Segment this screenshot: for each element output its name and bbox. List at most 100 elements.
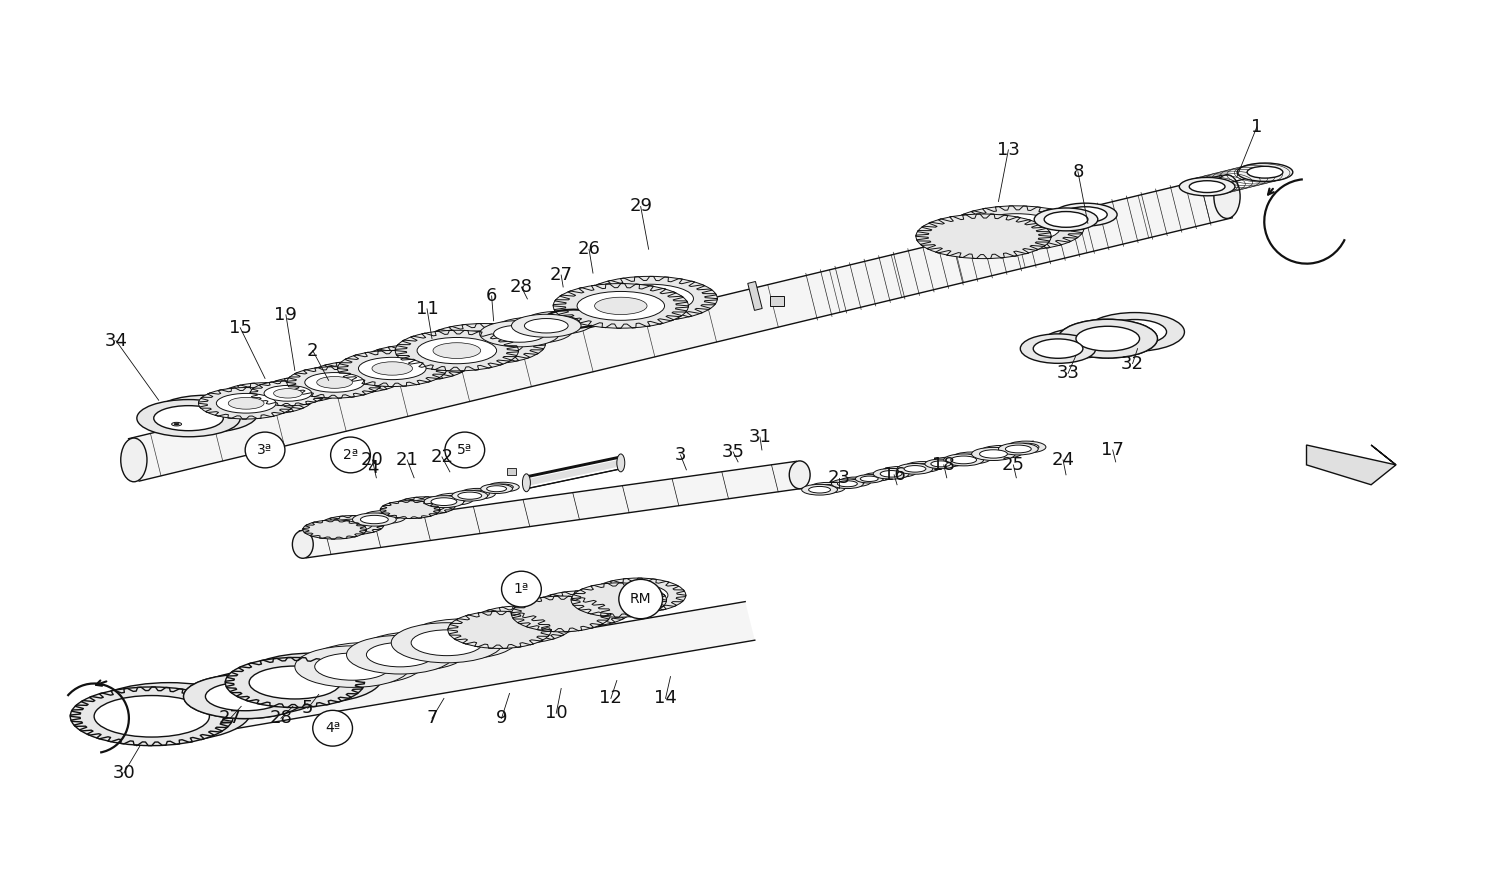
Ellipse shape xyxy=(880,470,902,477)
Polygon shape xyxy=(198,383,314,419)
Ellipse shape xyxy=(948,206,1084,250)
Ellipse shape xyxy=(494,484,513,490)
Bar xyxy=(507,468,516,475)
Text: 29: 29 xyxy=(628,198,652,216)
Ellipse shape xyxy=(480,484,513,494)
Ellipse shape xyxy=(206,683,285,711)
Ellipse shape xyxy=(312,710,352,746)
Ellipse shape xyxy=(217,383,314,414)
Text: 27: 27 xyxy=(549,266,573,284)
Polygon shape xyxy=(381,497,456,519)
Bar xyxy=(747,282,762,310)
Ellipse shape xyxy=(480,321,560,347)
Ellipse shape xyxy=(524,311,592,334)
Ellipse shape xyxy=(916,214,1052,258)
Ellipse shape xyxy=(380,639,447,664)
Text: 14: 14 xyxy=(654,690,676,707)
Ellipse shape xyxy=(1246,167,1282,178)
Polygon shape xyxy=(286,362,404,398)
Ellipse shape xyxy=(868,474,886,479)
Ellipse shape xyxy=(470,606,573,643)
Ellipse shape xyxy=(862,473,891,481)
Ellipse shape xyxy=(424,495,464,508)
Ellipse shape xyxy=(1102,320,1167,344)
Ellipse shape xyxy=(578,291,664,320)
Text: 22: 22 xyxy=(430,448,453,466)
Ellipse shape xyxy=(360,632,468,671)
Ellipse shape xyxy=(532,591,632,626)
Text: 12: 12 xyxy=(600,690,622,707)
Text: 1: 1 xyxy=(1251,118,1263,136)
Text: 7: 7 xyxy=(426,709,438,727)
Ellipse shape xyxy=(603,594,634,606)
Ellipse shape xyxy=(452,490,488,501)
Ellipse shape xyxy=(609,584,668,606)
Ellipse shape xyxy=(1041,329,1118,358)
Ellipse shape xyxy=(200,670,322,715)
Ellipse shape xyxy=(216,394,276,413)
Ellipse shape xyxy=(1034,208,1098,231)
Ellipse shape xyxy=(220,678,300,707)
Ellipse shape xyxy=(951,456,976,464)
Ellipse shape xyxy=(243,653,382,703)
Ellipse shape xyxy=(94,696,210,737)
Ellipse shape xyxy=(1084,313,1185,351)
Ellipse shape xyxy=(320,516,384,535)
Text: 23: 23 xyxy=(828,469,850,486)
Ellipse shape xyxy=(861,476,877,481)
Ellipse shape xyxy=(1053,203,1118,226)
Ellipse shape xyxy=(616,454,626,472)
Text: 2ª: 2ª xyxy=(344,448,358,462)
Ellipse shape xyxy=(1054,333,1104,353)
Ellipse shape xyxy=(198,388,294,419)
Ellipse shape xyxy=(844,478,865,485)
Text: 30: 30 xyxy=(112,764,135,782)
Text: 13: 13 xyxy=(998,141,1020,159)
Ellipse shape xyxy=(346,635,454,674)
Ellipse shape xyxy=(525,319,568,333)
Ellipse shape xyxy=(1214,175,1240,218)
Polygon shape xyxy=(394,323,546,371)
Ellipse shape xyxy=(370,513,398,521)
Text: 34: 34 xyxy=(105,331,128,349)
Polygon shape xyxy=(572,578,686,617)
Ellipse shape xyxy=(236,388,296,408)
Polygon shape xyxy=(128,601,754,746)
Ellipse shape xyxy=(448,611,550,649)
Text: 15: 15 xyxy=(230,319,252,337)
Ellipse shape xyxy=(999,443,1038,455)
Ellipse shape xyxy=(816,485,839,491)
Ellipse shape xyxy=(940,222,1028,250)
Ellipse shape xyxy=(837,481,858,486)
Ellipse shape xyxy=(980,446,1023,459)
Ellipse shape xyxy=(980,450,1008,458)
Text: 5: 5 xyxy=(302,699,313,717)
Text: 20: 20 xyxy=(362,451,384,469)
Ellipse shape xyxy=(536,315,579,330)
Text: 32: 32 xyxy=(1120,355,1144,372)
Text: 35: 35 xyxy=(722,443,744,461)
Ellipse shape xyxy=(174,423,178,425)
Ellipse shape xyxy=(855,475,883,483)
Ellipse shape xyxy=(360,515,388,524)
Ellipse shape xyxy=(458,492,482,499)
Polygon shape xyxy=(129,176,1233,481)
Text: 3: 3 xyxy=(675,446,686,464)
Ellipse shape xyxy=(225,658,364,707)
Ellipse shape xyxy=(244,432,285,468)
Ellipse shape xyxy=(330,437,370,473)
Ellipse shape xyxy=(273,388,302,398)
Ellipse shape xyxy=(392,623,502,663)
Ellipse shape xyxy=(362,511,407,524)
Text: 27: 27 xyxy=(219,709,242,727)
Polygon shape xyxy=(1306,445,1396,485)
Ellipse shape xyxy=(1058,319,1158,358)
Ellipse shape xyxy=(267,662,358,695)
Ellipse shape xyxy=(183,674,308,719)
Ellipse shape xyxy=(606,284,693,313)
Ellipse shape xyxy=(1007,441,1046,453)
Ellipse shape xyxy=(430,498,457,505)
Text: 24: 24 xyxy=(1052,451,1074,469)
Ellipse shape xyxy=(512,596,610,632)
Ellipse shape xyxy=(808,486,831,493)
